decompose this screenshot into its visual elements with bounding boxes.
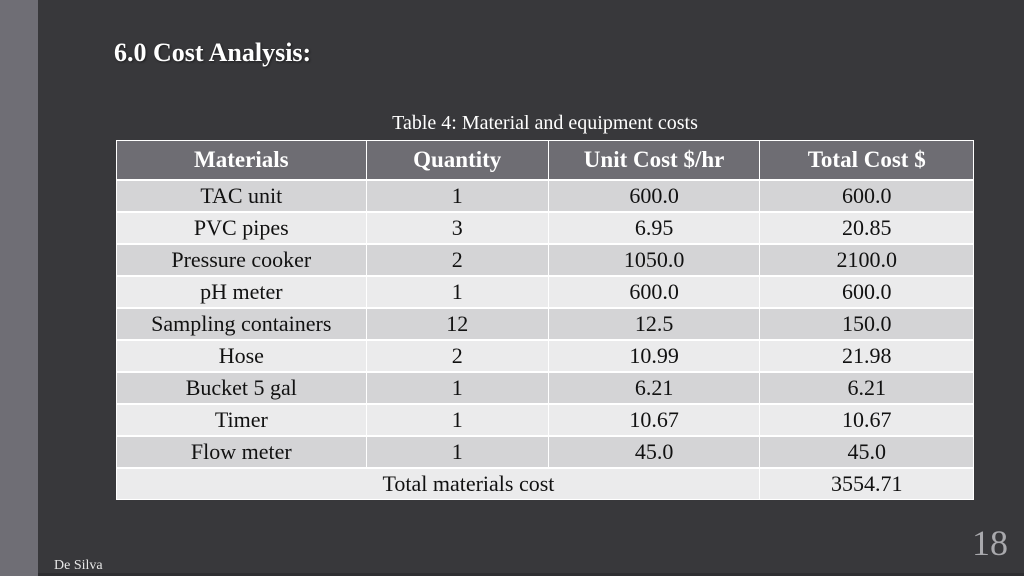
table-header-row: Materials Quantity Unit Cost $/hr Total … — [116, 140, 974, 181]
cell-total-cost: 600.0 — [759, 275, 974, 309]
cell-quantity: 1 — [365, 403, 549, 437]
header-quantity: Quantity — [365, 140, 549, 181]
cell-quantity: 1 — [365, 371, 549, 405]
slide-title: 6.0 Cost Analysis: — [114, 38, 312, 67]
cell-material: Timer — [116, 403, 367, 437]
cost-table: Materials Quantity Unit Cost $/hr Total … — [115, 140, 974, 500]
table-row: TAC unit 1 600.0 600.0 — [116, 179, 974, 213]
cell-total-cost: 600.0 — [759, 179, 974, 213]
cell-material: Pressure cooker — [116, 243, 367, 277]
cell-total-cost: 2100.0 — [759, 243, 974, 277]
total-value: 3554.71 — [759, 467, 974, 500]
cell-material: Flow meter — [116, 435, 367, 469]
table-row: Hose 2 10.99 21.98 — [116, 339, 974, 373]
cell-unit-cost: 10.99 — [547, 339, 761, 373]
cell-unit-cost: 6.95 — [547, 211, 761, 245]
table-row: Timer 1 10.67 10.67 — [116, 403, 974, 437]
total-row: Total materials cost 3554.71 — [115, 467, 974, 500]
cell-total-cost: 20.85 — [759, 211, 974, 245]
cell-unit-cost: 10.67 — [547, 403, 761, 437]
table-row: pH meter 1 600.0 600.0 — [116, 275, 974, 309]
cell-total-cost: 21.98 — [759, 339, 974, 373]
cell-total-cost: 45.0 — [759, 435, 974, 469]
cell-total-cost: 6.21 — [759, 371, 974, 405]
table-row: Flow meter 1 45.0 45.0 — [116, 435, 974, 469]
cell-quantity: 2 — [365, 243, 549, 277]
cell-material: pH meter — [116, 275, 367, 309]
table-row: Bucket 5 gal 1 6.21 6.21 — [116, 371, 974, 405]
cell-unit-cost: 600.0 — [547, 275, 761, 309]
cell-material: Hose — [116, 339, 367, 373]
cell-material: Bucket 5 gal — [116, 371, 367, 405]
cell-total-cost: 10.67 — [759, 403, 974, 437]
cell-quantity: 12 — [365, 307, 549, 341]
cell-total-cost: 150.0 — [759, 307, 974, 341]
cell-quantity: 2 — [365, 339, 549, 373]
page-number: 18 — [972, 523, 1008, 563]
cell-material: Sampling containers — [116, 307, 367, 341]
cell-quantity: 1 — [365, 179, 549, 213]
cell-quantity: 3 — [365, 211, 549, 245]
header-materials: Materials — [116, 140, 367, 181]
table-row: Sampling containers 12 12.5 150.0 — [116, 307, 974, 341]
cell-quantity: 1 — [365, 275, 549, 309]
table-caption: Table 4: Material and equipment costs — [392, 112, 698, 134]
cell-unit-cost: 600.0 — [547, 179, 761, 213]
header-total-cost: Total Cost $ — [759, 140, 974, 181]
cell-unit-cost: 12.5 — [547, 307, 761, 341]
cell-unit-cost: 45.0 — [547, 435, 761, 469]
table-row: Pressure cooker 2 1050.0 2100.0 — [116, 243, 974, 277]
left-accent-bar — [0, 0, 38, 576]
total-label: Total materials cost — [115, 467, 761, 500]
header-unit-cost: Unit Cost $/hr — [547, 140, 761, 181]
bottom-divider — [38, 573, 1024, 576]
cell-material: TAC unit — [116, 179, 367, 213]
footer-author: De Silva — [54, 558, 103, 573]
cell-material: PVC pipes — [116, 211, 367, 245]
cell-unit-cost: 1050.0 — [547, 243, 761, 277]
cell-quantity: 1 — [365, 435, 549, 469]
table-row: PVC pipes 3 6.95 20.85 — [116, 211, 974, 245]
cell-unit-cost: 6.21 — [547, 371, 761, 405]
